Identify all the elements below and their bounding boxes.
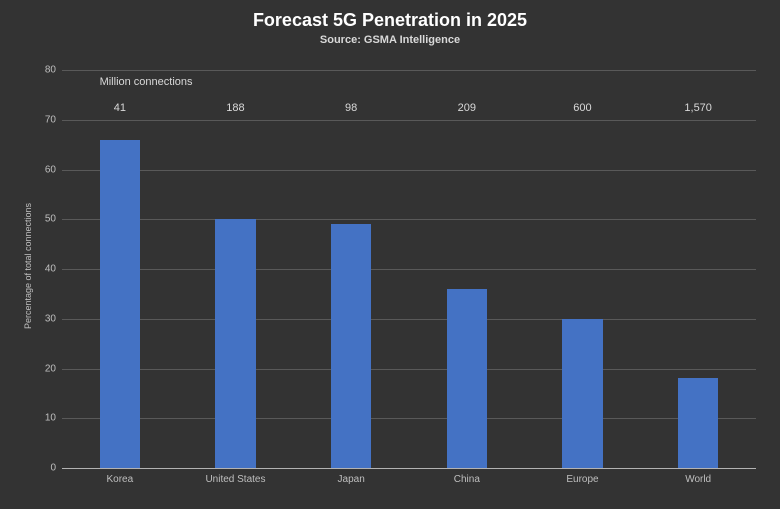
bar bbox=[678, 378, 718, 468]
gridline bbox=[62, 319, 756, 320]
top-value-label: 41 bbox=[62, 102, 178, 114]
gridline bbox=[62, 219, 756, 220]
gridline bbox=[62, 369, 756, 370]
y-tick-label: 30 bbox=[32, 313, 56, 324]
y-tick-label: 60 bbox=[32, 164, 56, 175]
bar bbox=[331, 224, 371, 468]
bar bbox=[100, 140, 140, 468]
chart-title: Forecast 5G Penetration in 2025 bbox=[0, 10, 780, 31]
top-value-label: 98 bbox=[293, 102, 409, 114]
y-tick-label: 50 bbox=[32, 214, 56, 225]
bar bbox=[215, 219, 255, 468]
gridline bbox=[62, 120, 756, 121]
x-category-label: United States bbox=[178, 474, 294, 485]
bar bbox=[562, 319, 602, 468]
secondary-value-header: Million connections bbox=[100, 76, 193, 88]
gridline bbox=[62, 269, 756, 270]
gridline bbox=[62, 468, 756, 469]
top-value-label: 188 bbox=[178, 102, 294, 114]
x-category-label: China bbox=[409, 474, 525, 485]
y-axis-label: Percentage of total connections bbox=[23, 166, 33, 366]
top-value-label: 1,570 bbox=[640, 102, 756, 114]
plot-area bbox=[62, 70, 756, 468]
gridline bbox=[62, 70, 756, 71]
gridline bbox=[62, 418, 756, 419]
gridline bbox=[62, 170, 756, 171]
x-category-label: Japan bbox=[293, 474, 409, 485]
y-tick-label: 70 bbox=[32, 114, 56, 125]
top-value-label: 209 bbox=[409, 102, 525, 114]
x-category-label: World bbox=[640, 474, 756, 485]
x-category-label: Korea bbox=[62, 474, 178, 485]
chart-container: Forecast 5G Penetration in 2025 Source: G… bbox=[0, 0, 780, 509]
top-value-label: 600 bbox=[525, 102, 641, 114]
bar bbox=[447, 289, 487, 468]
x-category-label: Europe bbox=[525, 474, 641, 485]
chart-subtitle: Source: GSMA Intelligence bbox=[0, 34, 780, 46]
y-tick-label: 0 bbox=[32, 463, 56, 474]
y-tick-label: 80 bbox=[32, 65, 56, 76]
y-tick-label: 20 bbox=[32, 363, 56, 374]
y-tick-label: 10 bbox=[32, 413, 56, 424]
y-tick-label: 40 bbox=[32, 264, 56, 275]
